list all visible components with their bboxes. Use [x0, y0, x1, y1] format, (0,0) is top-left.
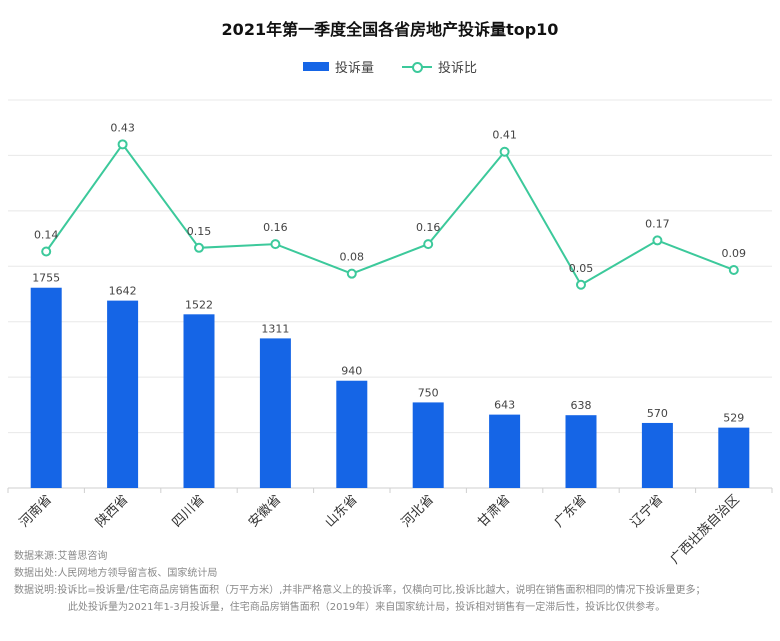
bar	[107, 300, 139, 488]
note-origin-label: 数据出处:	[14, 568, 58, 579]
line-point	[423, 239, 434, 250]
bar	[718, 427, 750, 488]
bar	[183, 314, 215, 488]
notes: 数据来源: 艾普思咨询 数据出处: 人民网地方领导留言板、国家统计局 数据说明:…	[14, 548, 774, 616]
bar-value-label: 638	[571, 399, 592, 412]
x-tick-label: 河北省	[399, 492, 437, 530]
line-value-label: 0.41	[492, 129, 517, 142]
bar-value-label: 1522	[185, 298, 213, 311]
legend: 投诉量 投诉比	[0, 57, 780, 76]
note-desc-label: 数据说明:	[14, 585, 58, 596]
bar	[565, 415, 597, 488]
bar-value-label: 1311	[261, 322, 289, 335]
x-tick-label: 陕西省	[93, 492, 131, 530]
x-tick-label: 辽宁省	[627, 492, 666, 531]
line-value-label: 0.05	[569, 262, 594, 275]
legend-item-line[interactable]: 投诉比	[402, 57, 477, 76]
line-value-label: 0.08	[340, 251, 365, 264]
note-desc: 数据说明: 投诉比=投诉量/住宅商品房销售面积（万平方米）,并非严格意义上的投诉…	[14, 582, 774, 599]
line-point	[270, 239, 281, 250]
bar-value-label: 570	[647, 407, 668, 420]
legend-bar-label: 投诉量	[334, 61, 374, 76]
bar-value-label: 1642	[109, 285, 137, 298]
legend-item-bar[interactable]: 投诉量	[302, 57, 374, 76]
bar	[336, 380, 368, 488]
line-point	[652, 235, 663, 246]
x-tick-label: 广东省	[552, 492, 590, 530]
line-point	[194, 242, 204, 253]
line-value-label: 0.09	[722, 247, 747, 260]
line-point	[117, 139, 128, 150]
note-source-text: 艾普思咨询	[57, 551, 108, 562]
line-value-label: 0.16	[416, 221, 441, 234]
line-value-label: 0.14	[34, 229, 59, 242]
legend-line-swatch	[402, 61, 432, 73]
line-value-label: 0.15	[187, 225, 212, 238]
x-tick-label: 安徽省	[246, 492, 284, 530]
x-tick-label: 河南省	[16, 492, 55, 531]
legend-bar-swatch	[302, 62, 329, 71]
note-source-label: 数据来源:	[14, 551, 58, 562]
line-point	[576, 279, 586, 290]
bar	[641, 422, 673, 488]
bar-value-label: 750	[418, 386, 439, 399]
note-origin-text: 人民网地方领导留言板、国家统计局	[57, 568, 218, 579]
line-point	[346, 268, 357, 279]
bar	[489, 414, 521, 488]
note-desc-text-1: 投诉比=投诉量/住宅商品房销售面积（万平方米）,并非严格意义上的投诉率，仅横向可…	[57, 585, 706, 596]
line-point	[499, 146, 510, 157]
legend-line-label: 投诉比	[438, 61, 478, 76]
note-desc-text-2: 此处投诉量为2021年1-3月投诉量，住宅商品房销售面积（2019年）来自国家统…	[68, 602, 666, 613]
note-origin: 数据出处: 人民网地方领导留言板、国家统计局	[14, 565, 774, 582]
bar-value-label: 529	[723, 412, 744, 425]
line-point	[41, 246, 52, 257]
bar-value-label: 940	[341, 365, 362, 378]
bar	[30, 287, 62, 488]
chart-title: 2021年第一季度全国各省房地产投诉量top10	[221, 20, 559, 39]
bar-value-label: 643	[494, 399, 515, 412]
bar	[259, 338, 291, 488]
x-tick-label: 山东省	[322, 492, 360, 530]
x-tick-label: 甘肃省	[475, 492, 513, 530]
x-tick-label: 四川省	[170, 492, 208, 530]
bar-value-label: 1755	[32, 272, 60, 285]
line-value-label: 0.16	[263, 221, 288, 234]
line-point	[728, 264, 739, 275]
line-value-label: 0.17	[645, 217, 670, 230]
note-source: 数据来源: 艾普思咨询	[14, 548, 774, 565]
line-series	[45, 142, 735, 287]
line-value-label: 0.43	[110, 121, 135, 134]
bar	[412, 402, 444, 488]
